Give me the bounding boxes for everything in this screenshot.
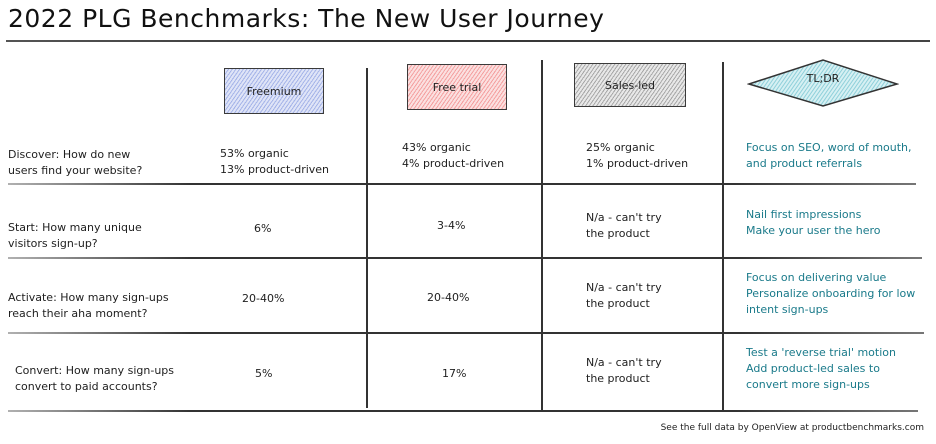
header-tldr-diamond — [747, 59, 899, 107]
row-start-tldr: Nail first impressions Make your user th… — [746, 208, 881, 237]
row-convert-freemium: 5% — [255, 367, 273, 380]
row-convert-question: Convert: How many sign-ups convert to pa… — [15, 364, 175, 393]
row-convert-sales-led: N/a - can't try the product — [586, 356, 662, 385]
row-divider-3 — [8, 332, 924, 334]
header-sales-led: Sales-led — [574, 63, 686, 107]
row-activate-free-trial: 20-40% — [427, 291, 470, 304]
row-divider-4 — [8, 410, 918, 412]
column-divider-2 — [541, 60, 543, 410]
header-tldr-label: TL;DR — [806, 72, 840, 85]
header-freemium: Freemium — [224, 68, 324, 114]
title-divider — [6, 40, 930, 42]
row-discover-sales-led: 25% organic 1% product-driven — [586, 141, 689, 170]
footer-source-note: See the full data by OpenView at product… — [660, 423, 924, 433]
row-start-question: Start: How many unique visitors sign-up? — [8, 221, 142, 250]
row-activate-freemium: 20-40% — [242, 292, 285, 305]
header-sales-led-label: Sales-led — [604, 78, 656, 92]
row-activate-sales-led: N/a - can't try the product — [586, 281, 662, 310]
column-divider-1 — [366, 68, 368, 408]
column-divider-3 — [722, 62, 724, 412]
row-start-free-trial: 3-4% — [437, 219, 466, 232]
row-activate-tldr: Focus on delivering value Personalize on… — [746, 271, 916, 316]
row-convert-free-trial: 17% — [442, 367, 467, 380]
row-discover-free-trial: 43% organic 4% product-driven — [402, 141, 505, 170]
row-divider-1 — [8, 183, 916, 185]
row-start-sales-led: N/a - can't try the product — [586, 211, 662, 240]
row-convert-tldr: Test a 'reverse trial' motion Add produc… — [746, 346, 896, 391]
header-free-trial-label: Free trial — [432, 80, 482, 94]
header-freemium-label: Freemium — [246, 84, 302, 98]
row-divider-2 — [8, 257, 922, 259]
row-discover-freemium: 53% organic 13% product-driven — [220, 147, 330, 176]
row-start-freemium: 6% — [254, 222, 272, 235]
page-title: 2022 PLG Benchmarks: The New User Journe… — [8, 4, 605, 33]
header-free-trial: Free trial — [407, 64, 507, 110]
row-discover-tldr: Focus on SEO, word of mouth, and product… — [746, 141, 912, 170]
row-activate-question: Activate: How many sign-ups reach their … — [8, 291, 169, 320]
row-discover-question: Discover: How do new users find your web… — [8, 148, 143, 177]
